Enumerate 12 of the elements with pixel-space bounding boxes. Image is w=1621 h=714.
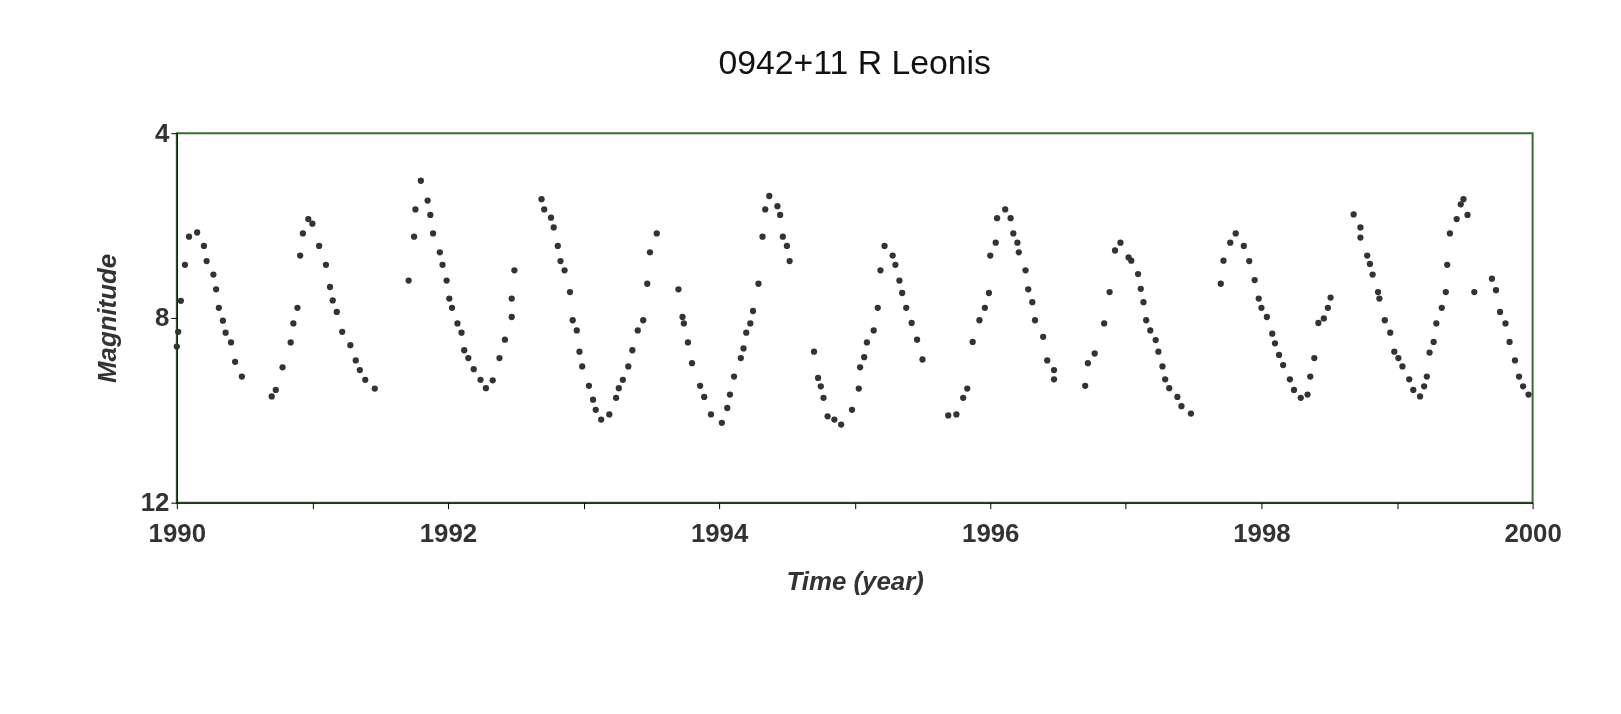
x-axis-title: Time (year) — [786, 566, 924, 595]
y-tick-label: 12 — [140, 488, 170, 517]
x-tick-label: 1998 — [1233, 518, 1291, 547]
chart-title: 0942+11 R Leonis — [718, 42, 991, 81]
x-tick-label: 1994 — [690, 518, 749, 547]
y-tick-label: 4 — [154, 118, 170, 147]
x-tick-label: 2000 — [1504, 518, 1562, 547]
x-tick-label: 1990 — [148, 518, 207, 547]
x-tick-label: 1996 — [962, 518, 1020, 547]
y-tick-label: 8 — [154, 303, 170, 332]
y-axis-title: Magnitude — [92, 253, 121, 383]
x-tick-label: 1992 — [419, 518, 478, 547]
